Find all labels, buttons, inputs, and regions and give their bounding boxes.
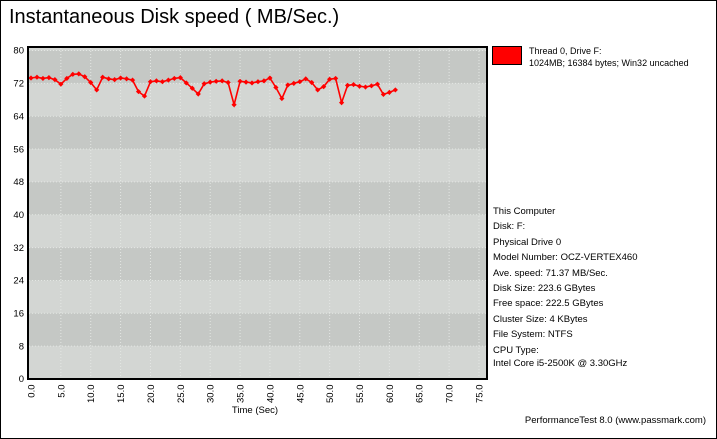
svg-text:50.0: 50.0	[325, 385, 336, 404]
svg-text:72: 72	[13, 79, 24, 90]
svg-text:75.0: 75.0	[474, 385, 485, 404]
legend-series-detail: 1024MB; 16384 bytes; Win32 uncached	[529, 58, 689, 68]
svg-text:70.0: 70.0	[445, 385, 456, 404]
info-line: Intel Core i5-2500K @ 3.30GHz	[493, 358, 628, 370]
svg-text:8: 8	[19, 341, 24, 352]
svg-text:40: 40	[13, 210, 24, 221]
svg-text:0.0: 0.0	[27, 385, 38, 398]
legend-series-name: Thread 0, Drive F:	[529, 46, 602, 56]
chart-title: Instantaneous Disk speed ( MB/Sec.)	[9, 6, 340, 28]
info-line: Disk Size: 223.6 GBytes	[493, 283, 596, 295]
x-axis-labels: 0.0 5.0 10.0 15.0 20.0 25.0 30.0 35.0 40.0 45.0 50…	[27, 385, 486, 404]
svg-text:20.0: 20.0	[146, 385, 157, 404]
info-line: CPU Type:	[493, 344, 539, 356]
svg-text:32: 32	[13, 243, 24, 254]
svg-text:0: 0	[19, 374, 24, 385]
y-axis-labels: 0 8 16 24 32 40 48 56 64 72 80	[13, 46, 24, 386]
footer-branding: PerformanceTest 8.0 (www.passmark.com)	[524, 415, 706, 426]
svg-text:24: 24	[13, 276, 24, 287]
legend: Thread 0, Drive F: 1024MB; 16384 bytes; …	[492, 46, 689, 69]
svg-text:45.0: 45.0	[295, 385, 306, 404]
svg-text:65.0: 65.0	[415, 385, 426, 404]
info-line: Physical Drive 0	[493, 236, 562, 248]
info-line: File System: NTFS	[493, 329, 573, 341]
svg-text:30.0: 30.0	[206, 385, 217, 404]
svg-text:25.0: 25.0	[176, 385, 187, 404]
svg-text:80: 80	[13, 46, 24, 57]
data-series	[28, 71, 398, 108]
svg-text:64: 64	[13, 111, 24, 122]
legend-text: Thread 0, Drive F: 1024MB; 16384 bytes; …	[529, 45, 689, 69]
svg-text:40.0: 40.0	[265, 385, 276, 404]
plot-border	[27, 46, 488, 380]
info-line: Free space: 222.5 GBytes	[493, 298, 604, 310]
svg-text:56: 56	[13, 144, 24, 155]
info-line: Cluster Size: 4 KBytes	[493, 313, 588, 325]
svg-text:60.0: 60.0	[385, 385, 396, 404]
svg-text:16: 16	[13, 309, 24, 320]
svg-text:15.0: 15.0	[116, 385, 127, 404]
info-line: Disk: F:	[493, 221, 526, 233]
info-line: Model Number: OCZ-VERTEX460	[493, 252, 638, 264]
plot-bands	[29, 48, 486, 379]
system-info-panel: This Computer Disk: F: Physical Drive 0 …	[493, 204, 638, 369]
svg-text:5.0: 5.0	[56, 385, 67, 398]
svg-text:35.0: 35.0	[236, 385, 247, 404]
gridlines	[29, 48, 486, 378]
info-line: This Computer	[493, 206, 556, 217]
x-axis-title: Time (Sec)	[232, 405, 278, 416]
svg-text:10.0: 10.0	[86, 385, 97, 404]
legend-swatch	[492, 46, 522, 65]
svg-text:48: 48	[13, 177, 24, 188]
info-line: Ave. speed: 71.37 MB/Sec.	[493, 267, 608, 279]
svg-text:55.0: 55.0	[355, 385, 366, 404]
